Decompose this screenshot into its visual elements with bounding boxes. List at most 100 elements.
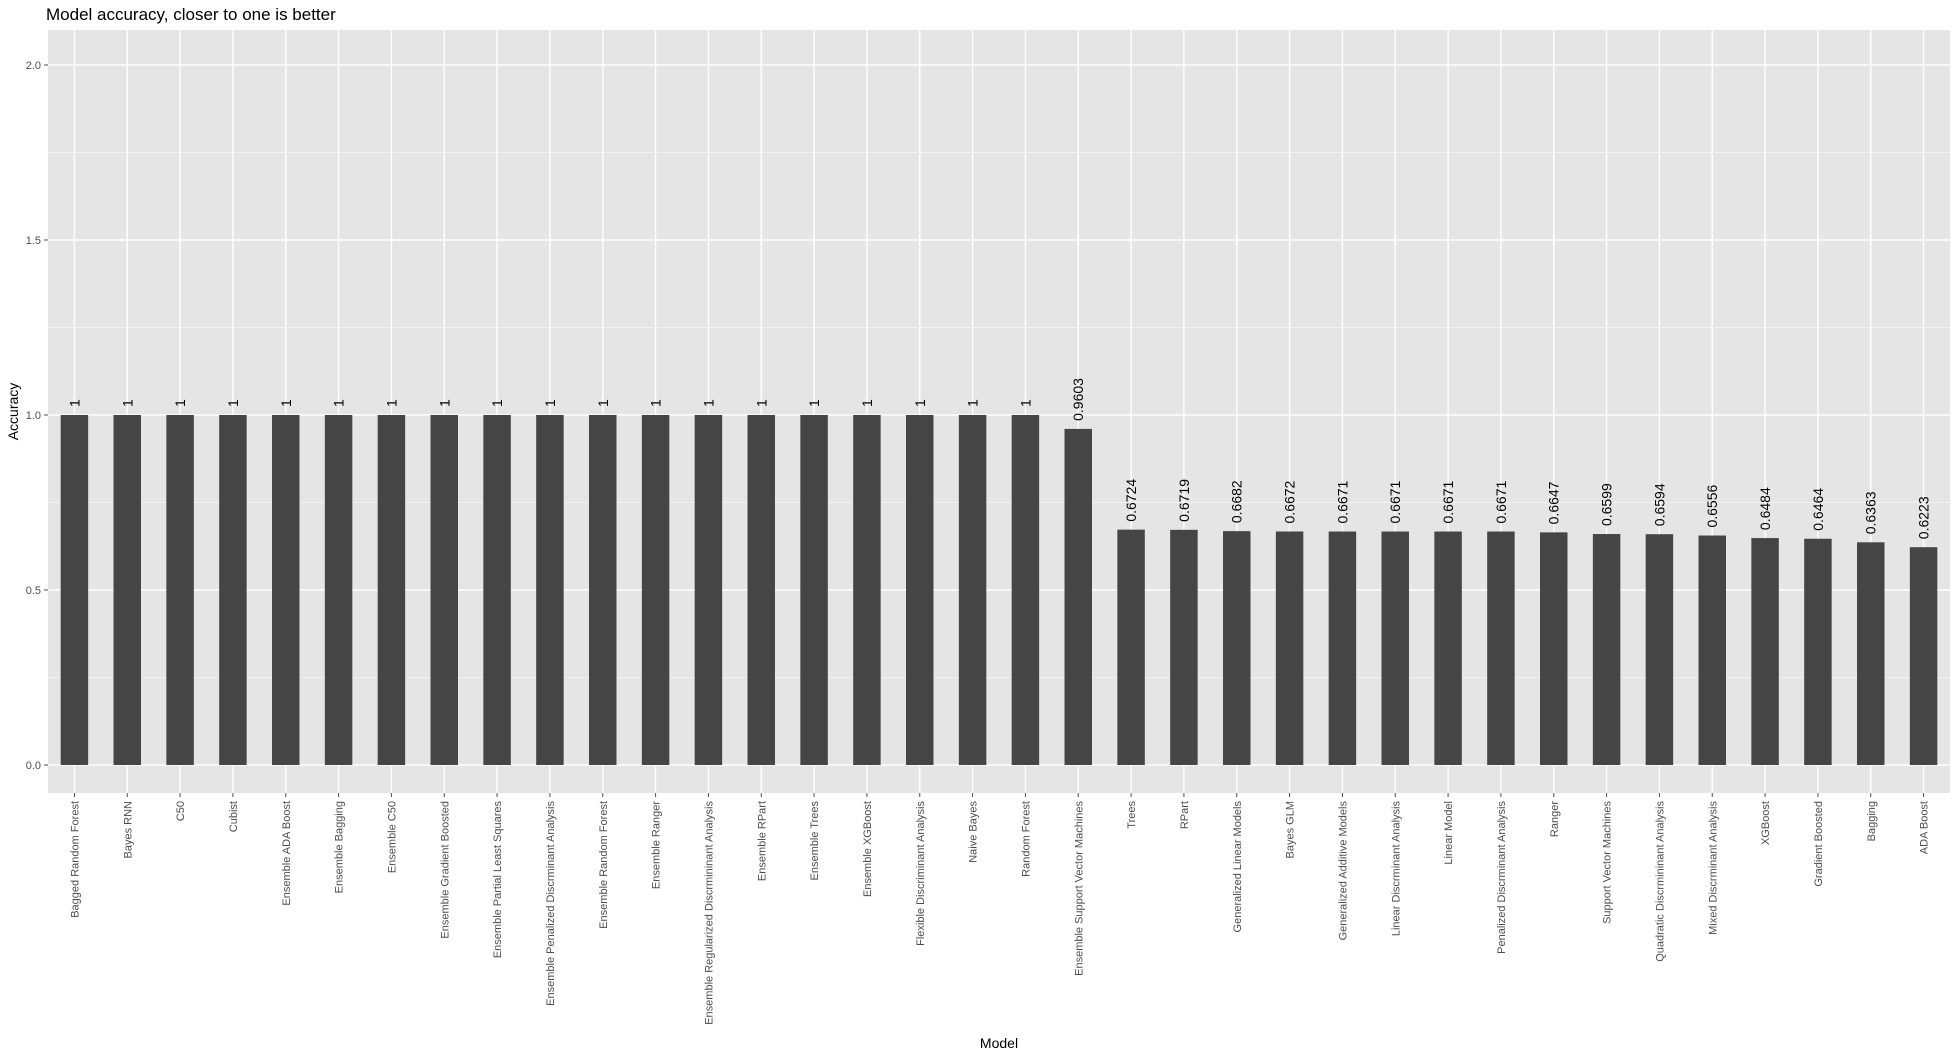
bar [1275, 531, 1304, 765]
bar [113, 415, 141, 765]
bar-value-label: 0.6647 [1546, 481, 1562, 524]
bar [641, 415, 670, 765]
bar-value-label: 1 [66, 399, 82, 407]
bar [1698, 535, 1726, 765]
x-tick-label: Support Vector Machines [1602, 801, 1614, 924]
x-tick-label: C50 [175, 801, 187, 821]
x-tick-label: Generalized Additive Models [1337, 801, 1349, 941]
x-tick-label: Ensemble Trees [809, 801, 821, 881]
x-tick-label: Ensemble XGBoost [862, 801, 874, 897]
bar [377, 415, 406, 765]
x-tick-label: Naive Bayes [968, 801, 980, 863]
bar-value-label: 1 [965, 399, 981, 407]
bar [747, 415, 775, 765]
bar [958, 415, 987, 765]
bar [536, 415, 564, 765]
x-tick-label: Random Forest [1020, 801, 1032, 877]
chart-title: Model accuracy, closer to one is better [46, 5, 336, 24]
bar [272, 415, 300, 765]
x-tick-label: Ranger [1549, 801, 1561, 837]
x-tick-label: Linear Model [1443, 801, 1455, 865]
bar-value-label: 0.6671 [1440, 480, 1456, 523]
bar-value-label: 1 [119, 399, 135, 407]
bar [60, 415, 89, 765]
bar-value-label: 1 [278, 399, 294, 407]
bar-value-label: 1 [172, 399, 188, 407]
bar [1645, 534, 1674, 765]
bar-value-label: 1 [1017, 399, 1033, 407]
bar [1117, 529, 1145, 765]
bar-value-label: 0.6671 [1387, 480, 1403, 523]
bar-value-label: 1 [489, 399, 505, 407]
bar-value-label: 0.6599 [1599, 483, 1615, 526]
bar-value-label: 1 [383, 399, 399, 407]
x-tick-label: Penalized Discrminant Analysis [1496, 801, 1508, 954]
bar [430, 415, 458, 765]
bar [694, 415, 723, 765]
x-tick-label: Ensemble Regularized Discrmininant Analy… [703, 801, 715, 1025]
x-tick-label: Bayes RNN [122, 801, 134, 859]
x-tick-label: Ensemble Bagging [334, 801, 346, 893]
bar [1170, 529, 1198, 765]
bar-value-label: 0.6484 [1757, 487, 1773, 530]
x-tick-label: Bagged Random Forest [69, 801, 81, 918]
bar-value-label: 1 [912, 399, 928, 407]
bar-value-label: 1 [648, 399, 664, 407]
bar-value-label: 1 [436, 399, 452, 407]
bar-value-label: 1 [595, 399, 611, 407]
bar [219, 415, 247, 765]
bar-value-label: 0.6464 [1810, 488, 1826, 531]
bar [853, 415, 881, 765]
bar-value-label: 0.6594 [1651, 483, 1667, 526]
bar-value-label: 1 [859, 399, 875, 407]
x-tick-label: Ensemble RPart [756, 801, 768, 881]
bars [60, 415, 1938, 765]
x-tick-label: Cubist [228, 801, 240, 832]
x-tick-label: Linear Discrminant Analysis [1390, 801, 1402, 937]
bar-value-label: 0.9603 [1070, 378, 1086, 421]
x-tick-label: Ensemble Random Forest [598, 801, 610, 929]
y-axis: 0.0 0.5 1.0 1.5 2.0 [26, 60, 48, 772]
bar [1011, 415, 1040, 765]
bar-value-label: 1 [331, 399, 347, 407]
x-tick-label: Flexible Discriminant Analysis [915, 801, 927, 946]
bar-value-label: 1 [753, 399, 769, 407]
y-tick-label: 1.5 [26, 235, 41, 247]
y-tick-label: 1.0 [26, 410, 41, 422]
x-tick-label: Gradient Boosted [1813, 801, 1825, 887]
bar [800, 415, 828, 765]
bar [589, 415, 617, 765]
x-tick-label: Trees [1126, 801, 1138, 829]
bar [1804, 538, 1832, 765]
bar-value-label: 0.6719 [1176, 479, 1192, 522]
x-tick-label: Ensemble ADA Boost [281, 801, 293, 906]
plot-panel [48, 30, 1950, 793]
bar-value-label: 0.6672 [1282, 480, 1298, 523]
y-tick-label: 2.0 [26, 60, 41, 72]
bar-value-label: 0.6556 [1704, 485, 1720, 528]
x-axis: Bagged Random Forest Bayes RNN C50 Cubist En… [69, 793, 1931, 1025]
x-tick-label: Ensemble Partial Least Squares [492, 801, 504, 959]
bar [166, 415, 194, 765]
bar [483, 415, 511, 765]
x-tick-label: Ensemble Penalized Discrminant Analysis [545, 801, 557, 1006]
bar [1328, 531, 1357, 765]
x-tick-label: Ensemble Support Vector Machines [1073, 801, 1085, 976]
y-axis-title: Accuracy [5, 383, 21, 441]
bar [1592, 534, 1621, 765]
bar [1434, 531, 1462, 765]
bar [1487, 531, 1515, 765]
bar-value-label: 0.6671 [1493, 480, 1509, 523]
bar-value-label: 0.6724 [1123, 479, 1139, 522]
bar-value-label: 0.6682 [1229, 480, 1245, 523]
x-tick-label: Ensemble Ranger [651, 801, 663, 889]
bar-value-label: 1 [700, 399, 716, 407]
bar [1751, 538, 1779, 765]
bar-value-label: 0.6363 [1863, 491, 1879, 534]
bar [906, 415, 934, 765]
bar [1064, 428, 1092, 765]
bar-value-label: 0.6223 [1916, 496, 1932, 539]
x-tick-label: Bagging [1866, 801, 1878, 841]
x-tick-label: Quadratic Discrmininant Analysis [1654, 801, 1666, 962]
bar [1540, 532, 1568, 765]
